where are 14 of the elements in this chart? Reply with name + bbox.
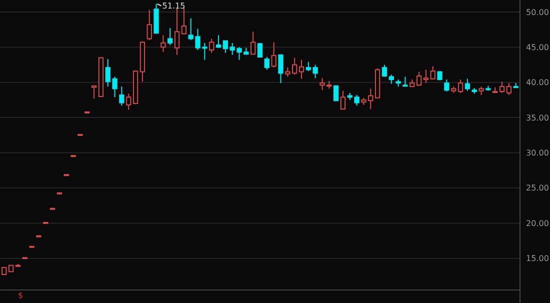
text: $: [18, 291, 24, 300]
annotation: 51.15: [162, 2, 186, 11]
y-tick-label: 45.00: [526, 42, 549, 52]
y-tick-label: 25.00: [526, 184, 549, 193]
y-tick-label: 20.00: [526, 218, 549, 228]
candlestick: [174, 7, 180, 56]
candlestick: [464, 78, 470, 92]
candlestick: [160, 34, 166, 53]
y-tick-label: 15.00: [526, 254, 549, 264]
y-tick-label: 35.00: [526, 113, 549, 122]
y-tick-label: 50.00: [526, 8, 549, 17]
y-tick-label: 40.00: [526, 78, 549, 88]
candlestick: [298, 59, 304, 80]
y-tick-label: 30.00: [526, 148, 549, 158]
